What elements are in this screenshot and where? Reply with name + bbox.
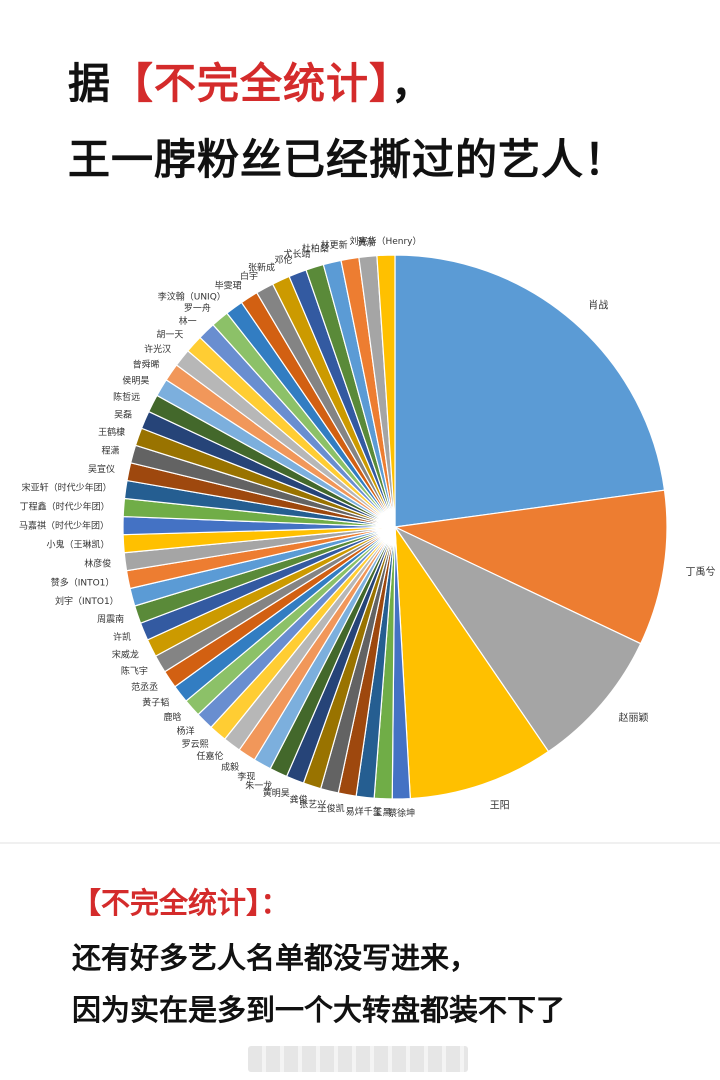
pie-slice-label: 黄明昊 (263, 787, 290, 799)
pie-slice-label: 程潇 (101, 444, 119, 456)
pie-slice-label: 周震南 (97, 613, 124, 625)
pie-slice-label: 刘宇（INTO1） (55, 595, 119, 607)
pie-chart: 肖战丁禹兮赵丽颖王阳蔡徐坤王黑易烊千玺王俊凯张艺兴龚俊黄明昊朱一龙李现成毅任嘉伦… (19, 235, 716, 819)
pie-slice-label: 蔡徐坤 (388, 807, 415, 819)
watermark (248, 1046, 468, 1072)
headline-line-1: 据【不完全统计】， (68, 50, 434, 111)
pie-slice-label: 小鬼（王琳凯） (46, 539, 109, 551)
pie-slice-label: 朱一龙 (245, 779, 272, 791)
pie-slice-label: 陈哲远 (113, 391, 140, 403)
pie-slice-label: 许光汉 (144, 343, 171, 355)
pie-slice-label: 黄子韬 (142, 697, 169, 709)
pie-slice-label: 王阳 (490, 799, 510, 811)
pie-slice-label: 罗一舟 (184, 302, 211, 314)
pie-slice-label: 肖战 (588, 299, 608, 312)
pie-slice-label: 毕雯珺 (215, 280, 242, 292)
pie-slices (122, 254, 668, 800)
pie-slice-label: 范丞丞 (131, 681, 158, 693)
pie-slice-label: 李汶翰（UNIQ） (158, 290, 226, 302)
pie-slice-label: 张新成 (248, 261, 275, 273)
headline-highlight: 【不完全统计】 (111, 59, 392, 108)
note-line-2: 因为实在是多到一个大转盘都装不下了 (72, 993, 566, 1027)
pie-slice-label: 丁程鑫（时代少年团） (20, 501, 110, 513)
pie-slice-label: 赞多（INTO1） (51, 576, 115, 588)
pie-slice (394, 254, 666, 528)
section-divider (0, 842, 720, 844)
headline-line-2: 王一脖粉丝已经撕过的艺人！ (68, 135, 628, 184)
pie-slice-label: 鹿晗 (163, 711, 181, 723)
pie-slice-label: 吴宣仪 (88, 463, 115, 475)
pie-slice-label: 王黑 (373, 808, 391, 819)
pie-slice-label: 宋亚轩（时代少年团） (22, 482, 112, 494)
pie-slice-label: 刘宪华（Henry） (349, 235, 421, 247)
pie-slice-label: 林更新 (321, 239, 348, 251)
headline-prefix: 据 (68, 59, 112, 108)
pie-slice-label: 易烊千玺 (346, 805, 382, 817)
pie-slice (394, 524, 550, 800)
pie-slice-label: 成毅 (221, 761, 239, 773)
pie-slice-label: 李现 (237, 771, 255, 783)
pie-slice-label: 胡一天 (156, 329, 183, 341)
pie-slice-label: 黄渤 (357, 236, 375, 248)
note-line-1: 还有好多艺人名单都没写进来， (72, 941, 479, 975)
pie-slice-label: 尤长靖 (283, 248, 310, 260)
pie-slice-label: 张艺兴 (299, 800, 326, 811)
pie-slice (376, 254, 396, 528)
headline-suffix: ， (391, 59, 435, 108)
pie-slice-label: 陈飞宇 (121, 665, 148, 677)
pie-slice-label: 杜柏燊 (302, 243, 329, 255)
pie-slice-label: 许凯 (113, 631, 131, 643)
note-title-text: 【不完全统计】： (72, 886, 290, 920)
pie-slice (393, 525, 642, 753)
pie-slice-label: 赵丽颖 (619, 711, 649, 724)
pie-slice-label: 丁禹兮 (686, 565, 716, 578)
pie-slice-label: 邓伦 (274, 254, 292, 266)
pie-slice-label: 林彦俊 (84, 558, 111, 570)
pie-slice-label: 吴磊 (114, 409, 132, 420)
pie-slice-label: 罗云熙 (182, 739, 209, 750)
pie-slice-label: 王俊凯 (318, 803, 345, 815)
pie-slice-label: 杨洋 (177, 725, 195, 737)
pie-slice-label: 马嘉祺（时代少年团） (19, 520, 109, 532)
pie-slice-label: 宋威龙 (112, 648, 139, 660)
pie-labels: 肖战丁禹兮赵丽颖王阳蔡徐坤王黑易烊千玺王俊凯张艺兴龚俊黄明昊朱一龙李现成毅任嘉伦… (19, 235, 716, 819)
pie-slice-label: 侯明昊 (122, 374, 149, 386)
pie-slice-label: 王鹤棣 (98, 426, 125, 438)
pie-slice-label: 任嘉伦 (196, 750, 223, 762)
pie-slice (392, 489, 668, 645)
pie-slice-label: 白宇 (240, 270, 258, 282)
pie-slice-label: 曾舜晞 (133, 358, 160, 370)
note-title: 【不完全统计】： (72, 880, 290, 922)
pie-slice-label: 林一 (179, 315, 197, 327)
pie-slice-label: 龚俊 (290, 793, 308, 805)
